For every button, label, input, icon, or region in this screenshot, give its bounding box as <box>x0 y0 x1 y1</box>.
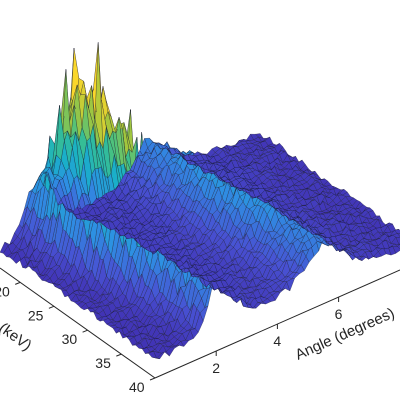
surface-patch <box>0 241 9 254</box>
x-tick-label: 6 <box>335 306 343 322</box>
x-ticks: 2 4 6 <box>212 297 343 376</box>
y-tick-mark <box>48 305 55 309</box>
x-tick-label: 2 <box>212 360 220 376</box>
x-axis-label: Angle (degrees) <box>293 305 397 364</box>
y-tick-label: 40 <box>129 379 145 395</box>
y-tick-label: 25 <box>28 307 44 323</box>
y-tick-label: 20 <box>0 283 10 299</box>
y-axis-line <box>0 267 156 379</box>
y-axis-label: (keV) <box>0 319 35 354</box>
y-tick-label: 30 <box>62 331 78 347</box>
y-ticks: 20 25 30 35 40 <box>0 281 156 395</box>
y-tick-mark <box>15 281 21 285</box>
x-tick-label: 4 <box>273 333 281 349</box>
y-tick-mark <box>149 377 156 381</box>
surface-mesh <box>0 42 400 359</box>
y-tick-mark <box>116 353 122 357</box>
y-tick-label: 35 <box>95 355 111 371</box>
y-tick-mark <box>82 329 88 333</box>
